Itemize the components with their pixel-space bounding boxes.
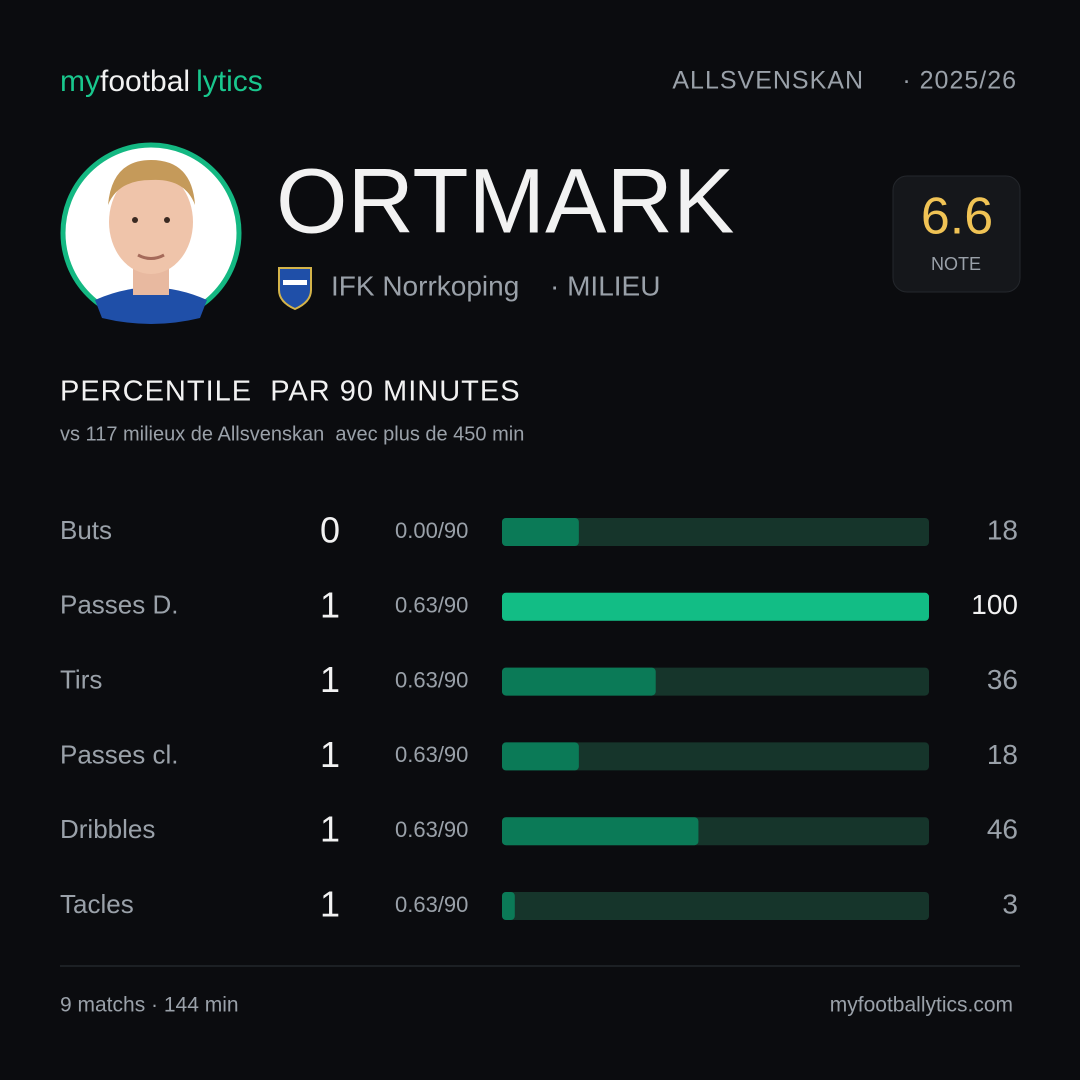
section-subtitle: vs 117 milieux de Allsvenskan avec plus … bbox=[60, 423, 524, 445]
stat-count: 1 bbox=[320, 734, 340, 775]
season: · 2025/26 bbox=[902, 67, 1017, 95]
club-crest bbox=[278, 267, 312, 311]
stat-count: 1 bbox=[320, 584, 340, 625]
stat-per90: 0.63/90 bbox=[395, 742, 468, 767]
stat-label: Tirs bbox=[60, 664, 102, 694]
footer-left: 9 matchs · 144 min bbox=[60, 994, 239, 1017]
stat-percentile: 36 bbox=[987, 664, 1018, 695]
bar bbox=[502, 592, 929, 621]
bar-track bbox=[502, 892, 929, 920]
position: · MILIEU bbox=[550, 270, 660, 301]
player-photo bbox=[60, 142, 242, 324]
stat-count: 1 bbox=[320, 659, 340, 700]
stat-per90: 0.63/90 bbox=[395, 593, 468, 618]
stat-percentile: 46 bbox=[987, 814, 1018, 845]
stat-per90: 0.63/90 bbox=[395, 667, 468, 692]
bar bbox=[502, 817, 699, 846]
stat-per90: 0.63/90 bbox=[395, 817, 468, 842]
stat-rows: Buts 0 0.00/90 18 Passes D. 1 0.63/90 100 Tirs 1 0… bbox=[60, 510, 1018, 925]
stat-label: Dribbles bbox=[60, 814, 155, 844]
bar bbox=[502, 742, 579, 771]
footer-right: myfootballytics.com bbox=[830, 994, 1013, 1017]
rating-box bbox=[892, 175, 1021, 293]
stat-label: Tacles bbox=[60, 889, 134, 919]
rating-value: 6.6 bbox=[921, 188, 993, 246]
stat-label: Buts bbox=[60, 515, 112, 545]
stat-percentile: 18 bbox=[987, 514, 1018, 545]
stat-percentile: 3 bbox=[1002, 888, 1018, 919]
stat-count: 1 bbox=[320, 809, 340, 850]
rating-label: NOTE bbox=[931, 254, 981, 274]
stat-label: Passes D. bbox=[60, 590, 179, 620]
club: IFK Norrkoping bbox=[331, 270, 519, 301]
stat-count: 0 bbox=[320, 510, 340, 551]
stat-per90: 0.63/90 bbox=[395, 892, 468, 917]
brand: myfootbal lytics bbox=[60, 65, 263, 98]
bar-track bbox=[502, 742, 929, 771]
stat-label: Passes cl. bbox=[60, 739, 179, 769]
player-name: ORTMARK bbox=[276, 150, 734, 252]
brand-part: footbal bbox=[100, 65, 190, 98]
section-title: PERCENTILE PAR 90 MINUTES bbox=[60, 376, 521, 408]
brand-part: my bbox=[60, 65, 100, 98]
league: ALLSVENSKAN bbox=[672, 67, 864, 95]
bar bbox=[502, 892, 515, 920]
bar bbox=[502, 518, 579, 546]
bar-track bbox=[502, 518, 929, 546]
brand-part: lytics bbox=[196, 65, 263, 98]
stat-count: 1 bbox=[320, 884, 340, 925]
stat-per90: 0.00/90 bbox=[395, 518, 468, 543]
bar bbox=[502, 667, 656, 696]
stat-percentile: 100 bbox=[971, 589, 1018, 620]
stat-percentile: 18 bbox=[987, 739, 1018, 770]
